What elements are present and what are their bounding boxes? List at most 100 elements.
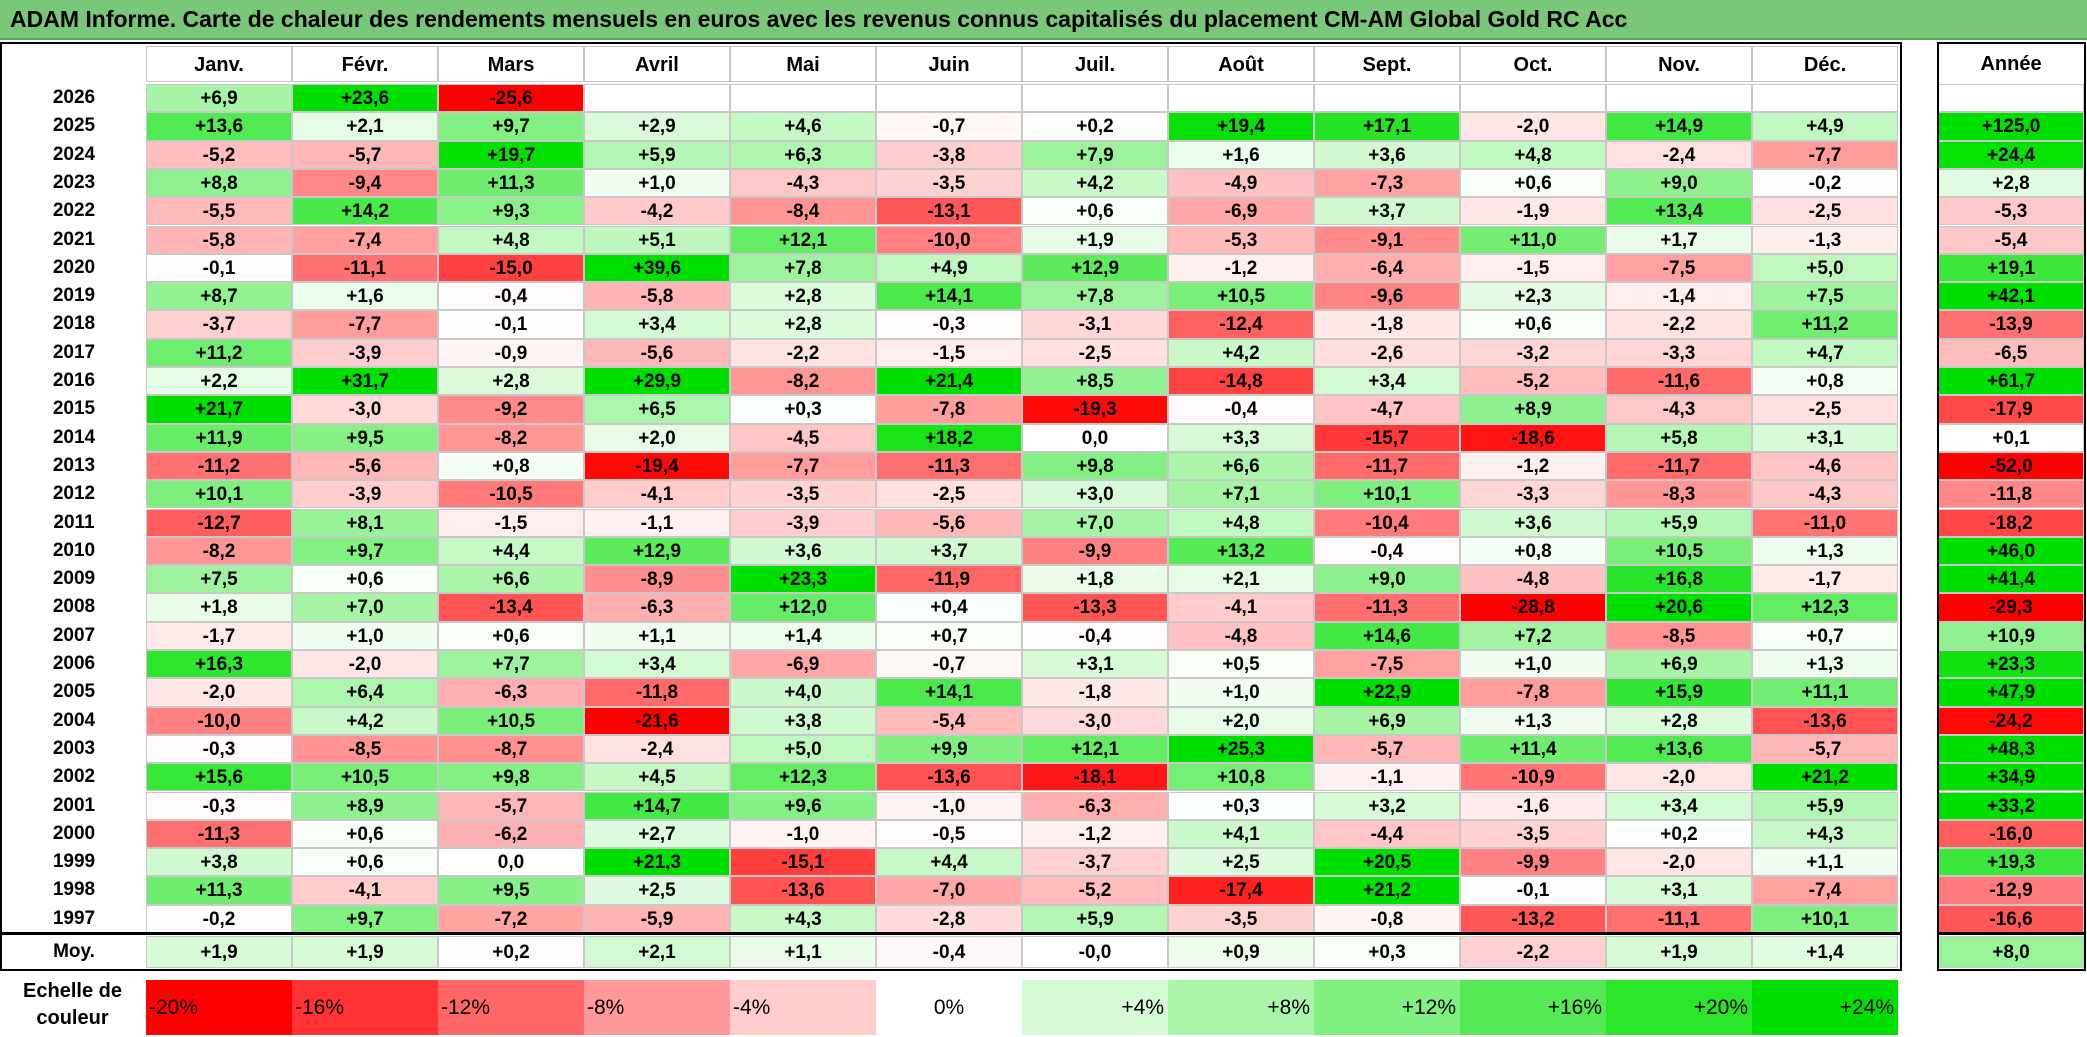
heatmap-cell: -8,5 [1606, 621, 1752, 650]
heatmap-cell: -25,6 [438, 84, 584, 113]
month-header: Janv. [146, 46, 292, 82]
heatmap-cell [1022, 84, 1168, 113]
heatmap-cell: -8,2 [438, 423, 584, 452]
heatmap-cell: +4,4 [876, 848, 1022, 877]
heatmap-cell: +0,6 [292, 848, 438, 877]
heatmap-cell: +11,4 [1460, 734, 1606, 764]
annual-return-cell: -52,0 [1938, 451, 2084, 481]
heatmap-cell: +5,9 [1022, 904, 1168, 933]
color-scale-step: -4% [730, 980, 876, 1035]
heatmap-cell: -13,2 [1460, 904, 1606, 933]
heatmap-cell: -4,8 [1168, 621, 1314, 650]
heatmap-cell: -1,1 [584, 508, 730, 537]
annual-return-cell: -16,0 [1938, 819, 2084, 849]
page-title: ADAM Informe. Carte de chaleur des rende… [10, 6, 1628, 32]
heatmap-cell: -7,4 [1752, 876, 1898, 905]
heatmap-cell: +7,8 [730, 253, 876, 283]
heatmap-cell: 0,0 [1022, 423, 1168, 452]
annual-return-cell: +34,9 [1938, 763, 2084, 792]
heatmap-cell: -2,5 [1022, 338, 1168, 367]
color-scale-step: +8% [1168, 980, 1314, 1035]
heatmap-cell: +2,1 [292, 112, 438, 141]
heatmap-cell: +3,0 [1022, 480, 1168, 509]
annual-return-cell: +0,1 [1938, 423, 2084, 452]
heatmap-cell: -2,0 [1606, 848, 1752, 877]
heatmap-cell: +7,5 [146, 565, 292, 594]
average-cell: +1,4 [1752, 936, 1898, 968]
heatmap-cell: -0,3 [146, 734, 292, 764]
heatmap-cell: +6,6 [438, 565, 584, 594]
heatmap-cell: -10,0 [876, 225, 1022, 254]
heatmap-cell: -10,5 [438, 480, 584, 509]
heatmap-cell: +2,5 [1168, 848, 1314, 877]
heatmap-cell: -10,0 [146, 706, 292, 735]
heatmap-cell: -4,3 [1606, 395, 1752, 424]
color-scale-step: -20% [146, 980, 292, 1035]
heatmap-cell: -4,5 [730, 423, 876, 452]
annual-return-cell: -18,2 [1938, 508, 2084, 537]
heatmap-cell: +4,0 [730, 678, 876, 707]
heatmap-cell: -15,0 [438, 253, 584, 283]
color-scale-label: Echelle de couleur [0, 978, 145, 1036]
heatmap-cell: -3,3 [1606, 338, 1752, 367]
heatmap-cell: -0,2 [146, 904, 292, 933]
year-label: 2021 [4, 225, 144, 254]
heatmap-cell: +14,1 [876, 282, 1022, 311]
annual-return-cell: +125,0 [1938, 112, 2084, 141]
heatmap-cell: -3,7 [146, 310, 292, 339]
month-header: Déc. [1752, 46, 1898, 82]
year-label: 2013 [4, 451, 144, 481]
heatmap-cell: +12,0 [730, 593, 876, 622]
heatmap-cell: +11,3 [438, 168, 584, 198]
heatmap-cell: -3,5 [1168, 904, 1314, 933]
heatmap-cell: -13,6 [730, 876, 876, 905]
heatmap-cell: -9,2 [438, 395, 584, 424]
heatmap-cell: +7,0 [1022, 508, 1168, 537]
month-header: Oct. [1460, 46, 1606, 82]
heatmap-cell [1606, 84, 1752, 113]
heatmap-cell: +1,7 [1606, 225, 1752, 254]
heatmap-cell: +2,8 [730, 282, 876, 311]
heatmap-cell: +5,9 [584, 140, 730, 169]
heatmap-cell: -6,9 [1168, 197, 1314, 226]
heatmap-cell: +22,9 [1314, 678, 1460, 707]
heatmap-cell: +5,0 [730, 734, 876, 764]
annual-return-cell: -13,9 [1938, 310, 2084, 339]
heatmap-cell: +20,5 [1314, 848, 1460, 877]
heatmap-cell: +6,6 [1168, 451, 1314, 481]
heatmap-cell: +10,5 [292, 763, 438, 792]
heatmap-cell: -0,3 [146, 791, 292, 820]
average-label: Moy. [4, 936, 144, 968]
annual-return-cell: -17,9 [1938, 395, 2084, 424]
month-header: Mai [730, 46, 876, 82]
heatmap-cell: +1,3 [1752, 536, 1898, 566]
heatmap-cell: +1,6 [292, 282, 438, 311]
heatmap-cell: -5,7 [1314, 734, 1460, 764]
heatmap-cell: +5,0 [1752, 253, 1898, 283]
heatmap-cell: -0,7 [876, 112, 1022, 141]
heatmap-cell: -19,4 [584, 451, 730, 481]
heatmap-cell: -7,0 [876, 876, 1022, 905]
heatmap-cell: +11,2 [146, 338, 292, 367]
annual-return-cell: +47,9 [1938, 678, 2084, 707]
heatmap-cell: +23,3 [730, 565, 876, 594]
annual-return-cell: -16,6 [1938, 904, 2084, 933]
heatmap-cell: -2,5 [1752, 395, 1898, 424]
annual-return-cell: -11,8 [1938, 480, 2084, 509]
heatmap-cell: -3,2 [1460, 338, 1606, 367]
heatmap-cell: -2,5 [1752, 197, 1898, 226]
heatmap-cell: +3,7 [1314, 197, 1460, 226]
heatmap-cell: +4,1 [1168, 819, 1314, 849]
heatmap-cell: +2,0 [1168, 706, 1314, 735]
year-label: 2026 [4, 84, 144, 113]
annual-return-cell: +19,1 [1938, 253, 2084, 283]
heatmap-cell: +1,0 [1168, 678, 1314, 707]
year-label: 2017 [4, 338, 144, 367]
heatmap-cell: -5,5 [146, 197, 292, 226]
heatmap-cell: -7,7 [1752, 140, 1898, 169]
heatmap-cell: -5,6 [292, 451, 438, 481]
heatmap-cell: +1,6 [1168, 140, 1314, 169]
heatmap-cell: +15,9 [1606, 678, 1752, 707]
heatmap-cell: -11,1 [292, 253, 438, 283]
heatmap-cell: -18,1 [1022, 763, 1168, 792]
